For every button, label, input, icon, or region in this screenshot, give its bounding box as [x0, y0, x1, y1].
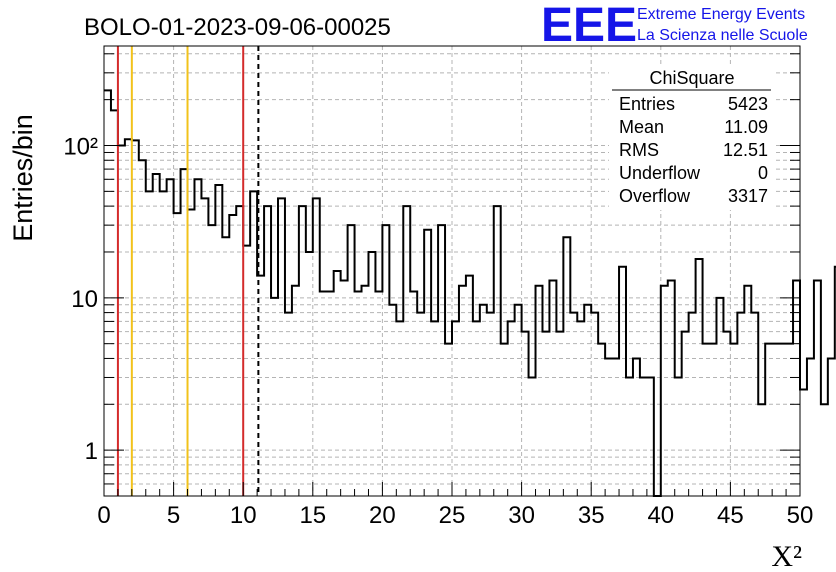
x-axis-label: X²: [771, 540, 802, 572]
x-tick-label: 35: [578, 502, 605, 529]
stats-row-value: 0: [758, 163, 768, 183]
histogram-outline: [104, 89, 836, 497]
stats-row-value: 5423: [728, 94, 768, 114]
stats-row-value: 12.51: [723, 140, 768, 160]
histogram-series: [104, 89, 836, 497]
x-tick-label: 10: [230, 502, 257, 529]
stats-box: ChiSquare Entries 5423 Mean 11.09 RMS 12.51 Un…: [609, 64, 774, 210]
x-tick-label: 40: [647, 502, 674, 529]
axes: 0 5 10 15 20 25 30 35 40 45 50 1 10 10²: [63, 53, 814, 529]
chart-title: BOLO-01-2023-09-06-00025: [84, 14, 391, 41]
x-tick-label: 20: [369, 502, 396, 529]
stats-row-value: 3317: [728, 186, 768, 206]
logo-line1: Extreme Energy Events: [637, 6, 805, 23]
x-tick-label: 0: [97, 502, 110, 529]
stats-row-label: Mean: [619, 117, 664, 137]
x-tick-label: 50: [787, 502, 814, 529]
y-tick-label: 10: [71, 286, 98, 313]
stats-box-background: [609, 64, 774, 210]
logo-letters: EEE: [541, 0, 637, 52]
y-tick-label: 10²: [63, 133, 98, 160]
x-tick-label: 45: [717, 502, 744, 529]
stats-row-label: Entries: [619, 94, 675, 114]
x-tick-label: 30: [508, 502, 535, 529]
x-tick-label: 25: [439, 502, 466, 529]
stats-row-label: Overflow: [619, 186, 691, 206]
stats-row-label: RMS: [619, 140, 659, 160]
eee-logo: EEE Extreme Energy Events La Scienza nel…: [541, 0, 808, 52]
stats-rows: Entries 5423 Mean 11.09 RMS 12.51 Underflow 0 Ov…: [619, 94, 768, 206]
x-tick-label: 15: [299, 502, 326, 529]
plot-frame: [103, 45, 801, 497]
stats-name: ChiSquare: [649, 68, 734, 88]
threshold-lines: [116, 46, 260, 496]
logo-line2: La Scienza nelle Scuole: [637, 27, 808, 44]
stats-row-value: 11.09: [724, 117, 768, 137]
y-axis-label: Entries/bin: [8, 114, 38, 242]
x-tick-label: 5: [167, 502, 180, 529]
stats-row-label: Underflow: [619, 163, 701, 183]
y-tick-label: 1: [85, 438, 98, 465]
